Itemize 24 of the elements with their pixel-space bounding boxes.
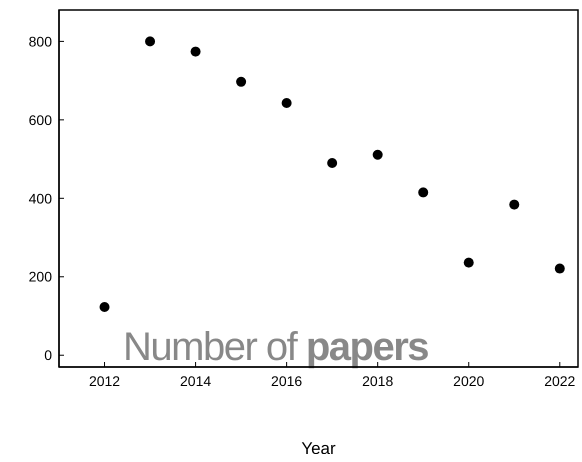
point <box>236 76 246 87</box>
point <box>464 258 474 268</box>
x-tick-label: 2020 <box>453 372 485 389</box>
x-tick-label: 2022 <box>544 372 576 389</box>
point <box>327 158 338 168</box>
y-tick-label: 200 <box>28 268 52 285</box>
annotation: Number of papers <box>123 325 428 369</box>
point <box>554 264 565 274</box>
y-tick-label: 400 <box>28 190 52 206</box>
x-axis-title: Year <box>301 439 336 458</box>
x-tick-label: 2016 <box>271 372 302 389</box>
x-tick-label: 2014 <box>180 372 212 389</box>
point <box>190 46 201 57</box>
y-tick-label: 0 <box>44 347 52 364</box>
y-tick-label: 600 <box>28 112 52 128</box>
point <box>418 187 428 198</box>
point <box>509 200 520 210</box>
x-tick-label: 2012 <box>88 372 120 389</box>
point <box>145 36 156 46</box>
point <box>372 150 383 160</box>
x-tick-label: 2018 <box>362 372 394 389</box>
y-tick-label: 800 <box>28 33 52 50</box>
point <box>100 302 110 312</box>
point <box>282 98 292 108</box>
